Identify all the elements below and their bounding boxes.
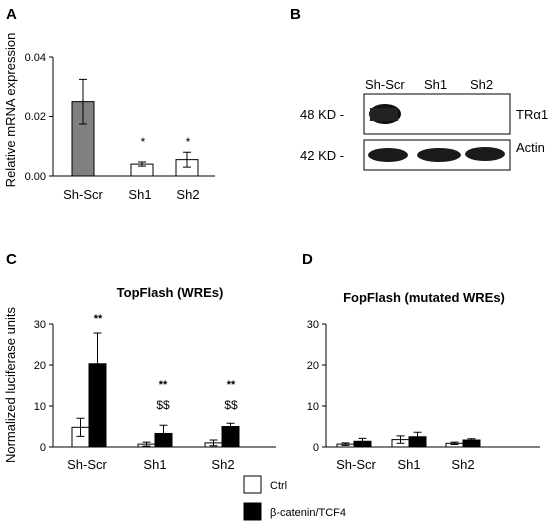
chart-c-title: TopFlash (WREs) [117, 285, 224, 300]
chart-c-annotation-sh2-dollars: $$ [224, 398, 238, 412]
blot-frame-tra1 [363, 93, 511, 135]
blot-lane-sh2: Sh2 [470, 77, 493, 92]
chart-c-errorbar-treat-sh1 [159, 424, 168, 443]
chart-d-errorbar-ctrl-sh2 [450, 441, 459, 446]
chart-c-errorbar-treat-sh2 [226, 422, 235, 431]
blot-band-label-tra1: TRα1 [516, 107, 548, 122]
chart-d-errorbar-ctrl-sh-scr [341, 442, 350, 446]
blot-band-actin-sh2 [465, 147, 505, 161]
chart-c-errorbar-treat-sh-scr [93, 332, 102, 396]
legend-swatch-ctrl [243, 475, 262, 494]
chart-c-category-sh2: Sh2 [211, 457, 234, 472]
blot-band-actin-sh1 [417, 148, 461, 162]
chart-a: Relative mRNA expression 0.00 0.02 0.04 … [3, 33, 215, 202]
chart-d-errorbar-treat-sh1 [413, 431, 422, 442]
chart-a-category-sh1: Sh1 [128, 187, 151, 202]
chart-d-category-sh1: Sh1 [397, 457, 420, 472]
chart-c-annotation-sh-scr-stars: ** [94, 313, 103, 325]
chart-a-errorbar-sh-scr [79, 78, 87, 125]
chart-d-ytick-label-1: 10 [307, 401, 319, 413]
chart-a-ytick-label-2: 0.04 [25, 52, 46, 64]
chart-c-category-sh-scr: Sh-Scr [67, 457, 107, 472]
chart-d-errorbar-treat-sh-scr [358, 437, 367, 445]
legend-swatch-treat [243, 502, 262, 521]
chart-d-ytick-label-2: 20 [307, 360, 319, 372]
panel-letter-a: A [6, 6, 17, 23]
chart-c-annotation-sh2-stars: ** [227, 379, 236, 391]
chart-c-ytick-label-1: 10 [34, 401, 46, 413]
western-blot: Sh-Scr Sh1 Sh2 48 KD - 42 KD - TRα1 Acti… [300, 77, 548, 171]
chart-c-annotation-sh1-dollars: $$ [156, 398, 170, 412]
chart-c-errorbar-ctrl-sh-scr [76, 417, 85, 437]
panel-letter-b: B [290, 6, 301, 23]
chart-a-ytick-label-1: 0.02 [25, 111, 46, 123]
chart-d-errorbar-ctrl-sh1 [396, 435, 405, 444]
legend-label-treat: β-catenin/TCF4 [270, 507, 346, 519]
chart-c-annotation-sh1-stars: ** [159, 379, 168, 391]
panel-letter-d: D [302, 251, 313, 268]
chart-c-errorbar-ctrl-sh2 [209, 439, 218, 447]
chart-a-errorbar-sh2 [183, 151, 191, 168]
chart-a-category-sh2: Sh2 [176, 187, 199, 202]
chart-c-ytick-label-0: 0 [40, 442, 46, 454]
blot-band-tra1-sh-scr-tail [370, 108, 398, 121]
chart-c-ytick-label-3: 30 [34, 319, 46, 331]
blot-band-actin-sh-scr [368, 148, 408, 162]
blot-lane-sh1: Sh1 [424, 77, 447, 92]
legend-label-ctrl: Ctrl [270, 480, 287, 492]
chart-c-ytick-label-2: 20 [34, 360, 46, 372]
chart-d-category-sh2: Sh2 [451, 457, 474, 472]
chart-c: TopFlash (WREs) Normalized luciferase un… [3, 285, 276, 472]
chart-a-category-sh-scr: Sh-Scr [63, 187, 103, 202]
chart-c-category-sh1: Sh1 [143, 457, 166, 472]
chart-d-ytick-label-0: 0 [313, 442, 319, 454]
chart-a-ylabel: Relative mRNA expression [3, 33, 18, 188]
chart-a-annotation-sh2: * [186, 135, 191, 149]
chart-a-errorbar-sh1 [138, 161, 146, 167]
chart-d: FopFlash (mutated WREs) 0 10 20 30 Sh-Sc… [307, 290, 540, 472]
legend: Ctrl β-catenin/TCF4 [243, 475, 346, 521]
chart-a-ytick-label-0: 0.00 [25, 171, 46, 183]
chart-c-errorbar-ctrl-sh1 [142, 441, 151, 447]
chart-a-annotation-sh1: * [141, 135, 146, 149]
blot-band-label-actin: Actin [516, 140, 545, 155]
chart-d-category-sh-scr: Sh-Scr [336, 457, 376, 472]
chart-d-errorbar-treat-sh2 [467, 438, 476, 442]
chart-d-title: FopFlash (mutated WREs) [343, 290, 505, 305]
blot-marker-48kd: 48 KD - [300, 107, 344, 122]
blot-lane-sh-scr: Sh-Scr [365, 77, 405, 92]
chart-d-ytick-label-3: 30 [307, 319, 319, 331]
chart-c-ylabel: Normalized luciferase units [3, 306, 18, 463]
blot-marker-42kd: 42 KD - [300, 148, 344, 163]
panel-letter-c: C [6, 251, 17, 268]
